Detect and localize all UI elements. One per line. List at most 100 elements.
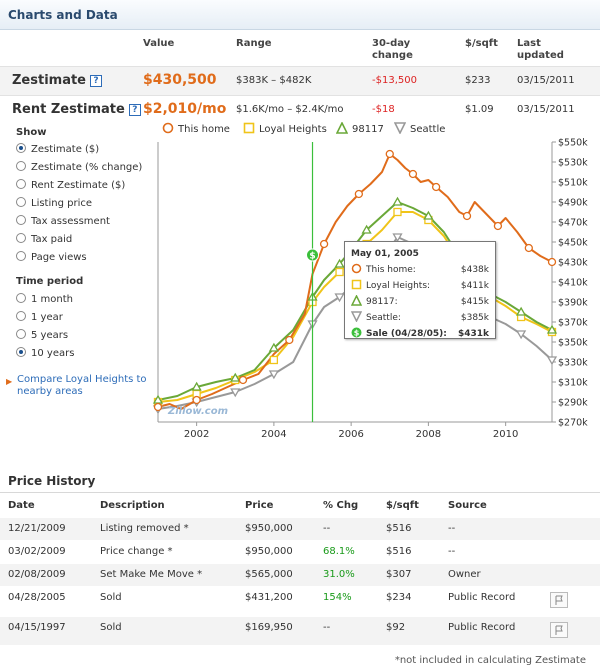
data-point	[515, 330, 527, 340]
row-price: $950,000	[245, 523, 293, 534]
row-date: 02/08/2009	[8, 569, 66, 580]
row-sqft: $307	[386, 569, 412, 580]
data-point	[319, 239, 329, 249]
y-tick-label: $330k	[558, 358, 588, 369]
row-pct-change: 31.0%	[323, 569, 355, 580]
price-chart[interactable]: $550k $530k $510k $490k $470k $450k $430k $410k…	[0, 136, 600, 446]
col-price: Price	[245, 500, 274, 511]
row-description: Sold	[100, 622, 122, 633]
x-tick-label: 2010	[493, 429, 518, 440]
price-history-title: Price History	[8, 474, 96, 488]
radio-icon[interactable]	[16, 179, 26, 189]
legend-this-home[interactable]: This home	[162, 122, 230, 136]
x-tick-label: 2008	[416, 429, 441, 440]
tooltip-row-loyal-heights: Loyal Heights: $411k	[351, 278, 489, 294]
row-date: 03/02/2009	[8, 546, 66, 557]
data-point	[191, 381, 202, 391]
data-point	[524, 243, 533, 253]
row-pct-change: 154%	[323, 592, 352, 603]
data-point	[392, 233, 403, 243]
compare-link[interactable]: Compare Loyal Heights to nearby areas	[17, 374, 147, 397]
radio-icon[interactable]	[16, 143, 26, 153]
data-point	[385, 149, 394, 159]
tooltip-row-98117: 98117: $415k	[351, 294, 489, 310]
triangle-down-marker-icon	[351, 311, 362, 322]
show-option[interactable]: Listing price	[16, 197, 142, 215]
tooltip-row-this-home: This home: $438k	[351, 262, 489, 278]
period-option[interactable]: 10 years	[16, 347, 74, 365]
row-date: 04/15/1997	[8, 622, 66, 633]
data-point	[285, 335, 294, 345]
radio-icon[interactable]	[16, 311, 26, 321]
radio-icon[interactable]	[16, 251, 26, 261]
triangle-up-marker-icon	[351, 295, 362, 306]
row-source: --	[448, 546, 456, 557]
row-sqft: $234	[386, 592, 412, 603]
y-tick-label: $370k	[558, 318, 588, 329]
flag-icon[interactable]	[550, 592, 568, 608]
legend-loyal-heights[interactable]: Loyal Heights	[243, 122, 327, 136]
y-axis-ticks: $550k $530k $510k $490k $470k $450k $430k $410k…	[552, 138, 588, 429]
flag-icon[interactable]	[550, 622, 568, 638]
x-tick-label: 2006	[338, 429, 363, 440]
show-option[interactable]: Page views	[16, 251, 142, 269]
legend-label: Loyal Heights	[259, 124, 327, 135]
radio-icon[interactable]	[16, 329, 26, 339]
data-point	[268, 342, 280, 352]
triangle-down-marker-icon	[394, 122, 406, 134]
data-point	[392, 196, 403, 206]
sale-dollar-icon[interactable]: $	[306, 248, 320, 262]
data-point	[153, 402, 163, 412]
period-option-label: 10 years	[31, 348, 75, 359]
data-point	[238, 375, 248, 385]
row-pct-change: 68.1%	[323, 546, 355, 557]
period-option[interactable]: 1 month	[16, 293, 74, 311]
table-row: 04/28/2005 Sold $431,200 154% $234 Publi…	[0, 587, 600, 615]
show-option-label: Rent Zestimate ($)	[31, 180, 126, 191]
period-option-label: 1 year	[31, 312, 63, 323]
watermark: Zillow.com	[167, 406, 228, 417]
table-row: 12/21/2009 Listing removed * $950,000 --…	[0, 518, 600, 540]
show-option[interactable]: Zestimate (% change)	[16, 161, 142, 179]
period-options: 1 month 1 year 5 years 10 years	[16, 293, 74, 365]
radio-icon[interactable]	[16, 293, 26, 303]
row-description: Price change *	[100, 546, 173, 557]
arrow-right-icon: ▶	[6, 377, 13, 386]
zestimate-sqft: $233	[465, 75, 491, 86]
show-option[interactable]: Rent Zestimate ($)	[16, 179, 142, 197]
section-header	[0, 0, 600, 30]
rent-sqft: $1.09	[465, 104, 494, 115]
y-tick-label: $550k	[558, 138, 588, 149]
legend-98117[interactable]: 98117	[336, 122, 384, 136]
radio-icon[interactable]	[16, 161, 26, 171]
legend-seattle[interactable]: Seattle	[394, 122, 445, 136]
y-tick-label: $530k	[558, 158, 588, 169]
rent-value: $2,010/mo	[143, 101, 227, 117]
y-tick-label: $290k	[558, 398, 588, 409]
row-pct-change: --	[323, 523, 331, 534]
price-history-header: Date Description Price % Chg $/sqft Sour…	[0, 492, 600, 518]
period-option[interactable]: 1 year	[16, 311, 74, 329]
radio-icon[interactable]	[16, 197, 26, 207]
zestimate-help-icon[interactable]: ?	[90, 75, 103, 87]
period-option[interactable]: 5 years	[16, 329, 74, 347]
show-option[interactable]: Tax paid	[16, 233, 142, 251]
radio-icon[interactable]	[16, 215, 26, 225]
radio-icon[interactable]	[16, 347, 26, 357]
row-source: Public Record	[448, 622, 516, 633]
show-option[interactable]: Tax assessment	[16, 215, 142, 233]
radio-icon[interactable]	[16, 233, 26, 243]
x-tick-label: 2004	[261, 429, 286, 440]
col-pct-change: % Chg	[323, 500, 359, 511]
rent-help-icon[interactable]: ?	[128, 104, 141, 116]
tooltip-row-seattle: Seattle: $385k	[351, 310, 489, 326]
row-source: Public Record	[448, 592, 516, 603]
tooltip-label: This home:	[366, 265, 416, 275]
y-tick-label: $430k	[558, 258, 588, 269]
show-option[interactable]: Zestimate ($)	[16, 143, 142, 161]
tooltip-value: $385k	[460, 313, 489, 323]
period-title: Time period	[16, 276, 84, 287]
row-sqft: $516	[386, 546, 412, 557]
zestimate-label: Zestimate	[12, 73, 87, 88]
period-option-label: 5 years	[31, 330, 69, 341]
